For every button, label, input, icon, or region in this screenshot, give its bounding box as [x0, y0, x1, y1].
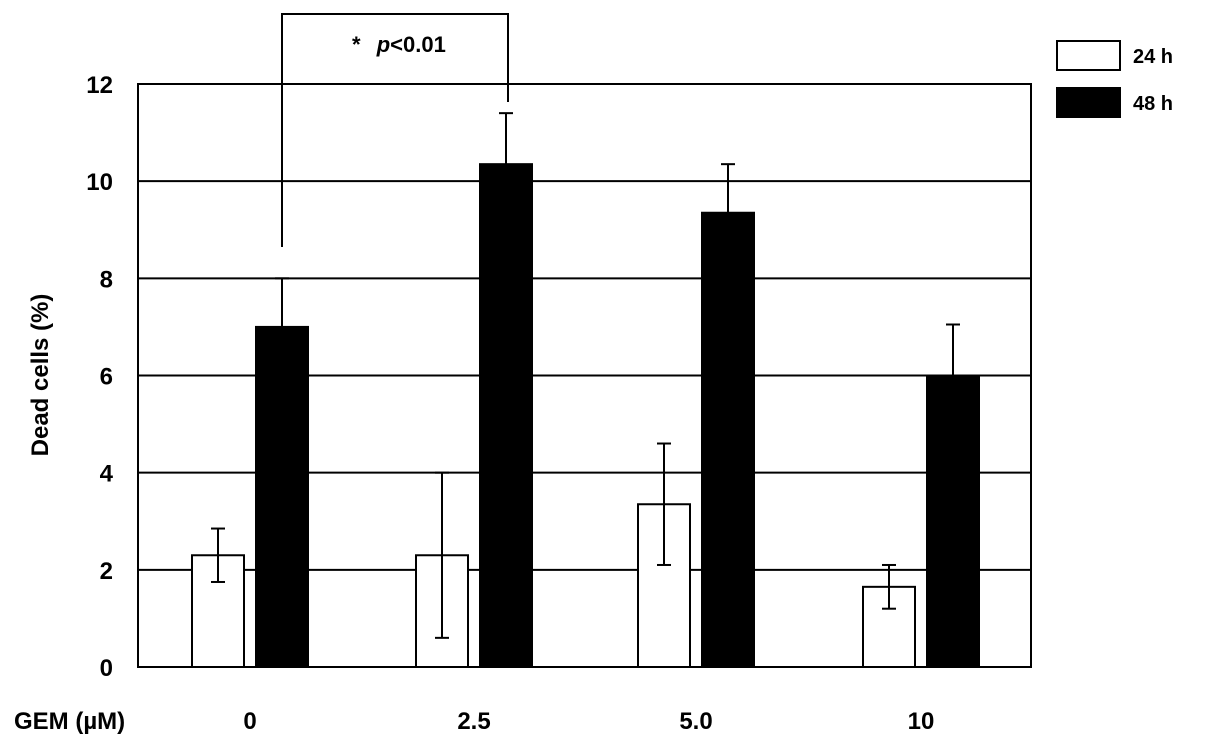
- legend-label-24h: 24 h: [1133, 46, 1173, 68]
- y-tick-labels: 0 2 4 6 8 10 12: [86, 72, 113, 682]
- error-bar: [499, 112, 513, 165]
- legend: 24 h 48 h: [1056, 40, 1173, 118]
- y-tick-label: 6: [100, 364, 113, 391]
- bar: [926, 374, 980, 668]
- x-axis-title: GEM (µM): [14, 708, 125, 735]
- x-tick-label: 0: [243, 708, 256, 735]
- y-tick-label: 12: [86, 72, 113, 99]
- error-bar: [946, 323, 960, 376]
- significance-p: p: [376, 32, 390, 57]
- bar: [255, 325, 309, 668]
- error-bars: [211, 112, 960, 639]
- plot-frame: [137, 83, 1032, 668]
- x-tick-label: 10: [908, 708, 935, 735]
- y-tick-label: 2: [100, 558, 113, 585]
- error-bar: [275, 277, 289, 327]
- y-tick-label: 0: [100, 655, 113, 682]
- error-bar: [435, 471, 449, 639]
- error-bar: [211, 527, 225, 583]
- x-tick-label: 2.5: [457, 708, 490, 735]
- error-bar: [721, 163, 735, 213]
- x-tick-label: 5.0: [679, 708, 712, 735]
- bar: [479, 163, 533, 668]
- legend-label-48h: 48 h: [1133, 93, 1173, 115]
- significance-label: * p<0.01: [352, 32, 446, 57]
- y-tick-label: 4: [100, 461, 114, 488]
- legend-swatch-24h: [1056, 40, 1121, 71]
- significance-threshold: <0.01: [390, 32, 446, 57]
- y-axis-title: Dead cells (%): [27, 294, 54, 457]
- significance-bracket: [281, 13, 509, 247]
- legend-swatch-48h: [1056, 87, 1121, 118]
- y-tick-label: 8: [100, 266, 113, 293]
- significance-annotation: * p<0.01: [281, 13, 509, 247]
- error-bar: [657, 442, 671, 566]
- significance-star: *: [352, 32, 361, 57]
- bar: [701, 211, 755, 669]
- x-tick-labels: 0 2.5 5.0 10: [243, 708, 934, 735]
- error-bar: [882, 563, 896, 610]
- y-tick-label: 10: [86, 169, 113, 196]
- bars: [191, 163, 980, 669]
